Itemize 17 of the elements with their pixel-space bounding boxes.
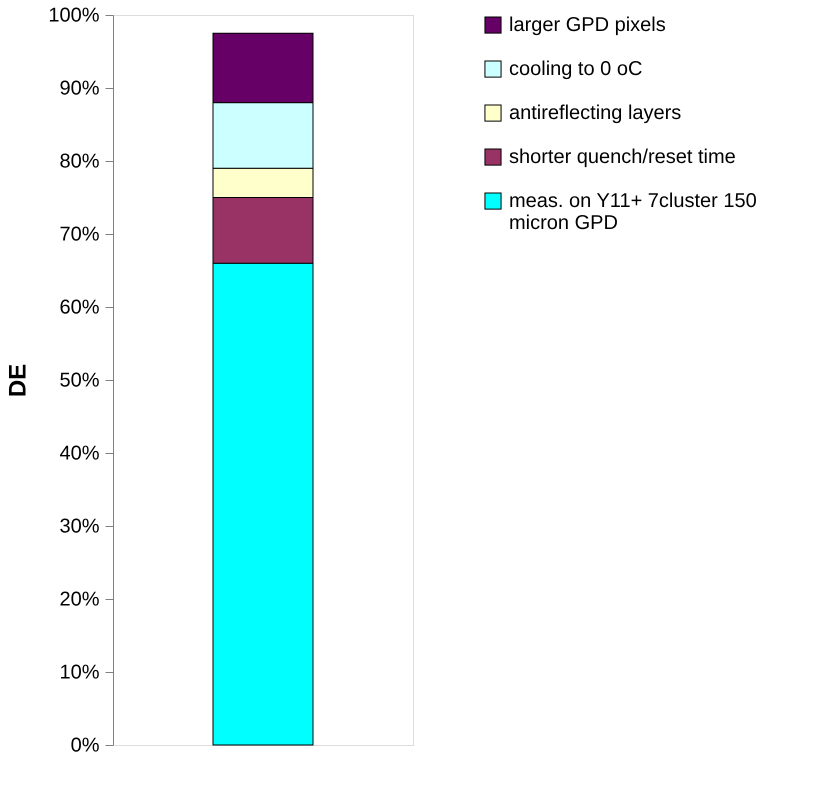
y-tick-label: 20% bbox=[59, 588, 100, 610]
y-tick-label: 40% bbox=[59, 442, 100, 464]
y-tick-label: 10% bbox=[59, 662, 100, 684]
y-tick-label: 0% bbox=[70, 734, 100, 756]
y-tick-label: 80% bbox=[59, 150, 100, 172]
legend-label: larger GPD pixels bbox=[509, 14, 666, 36]
y-tick-label: 90% bbox=[59, 78, 100, 100]
y-tick-label: 50% bbox=[59, 370, 100, 392]
legend-label: cooling to 0 oC bbox=[509, 58, 642, 80]
legend-label: antireflecting layers bbox=[509, 102, 682, 124]
y-tick-label: 60% bbox=[59, 296, 100, 318]
legend-label: shorter quench/reset time bbox=[509, 146, 736, 168]
y-axis-title: DE bbox=[4, 364, 32, 398]
y-tick-label: 30% bbox=[59, 516, 100, 538]
y-tick-label: 70% bbox=[59, 224, 100, 246]
legend-label: meas. on Y11+ 7cluster 150 micron GPD bbox=[509, 190, 757, 234]
y-tick-label: 100% bbox=[48, 4, 100, 26]
